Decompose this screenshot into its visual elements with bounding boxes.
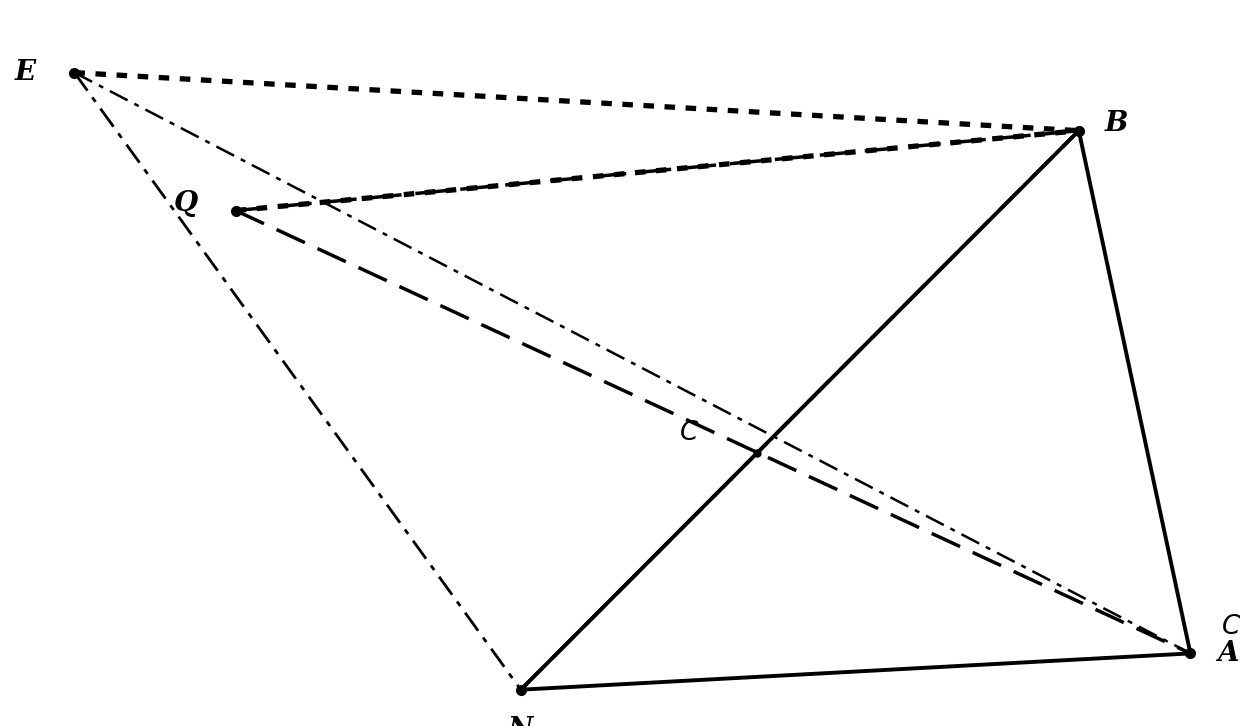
Text: B: B xyxy=(1105,110,1127,137)
Text: $C^-$: $C^-$ xyxy=(1221,614,1240,639)
Text: $C$: $C$ xyxy=(680,420,699,445)
Text: Q: Q xyxy=(174,189,198,217)
Text: N: N xyxy=(508,716,533,726)
Text: E: E xyxy=(14,59,36,86)
Text: A: A xyxy=(1216,640,1239,667)
